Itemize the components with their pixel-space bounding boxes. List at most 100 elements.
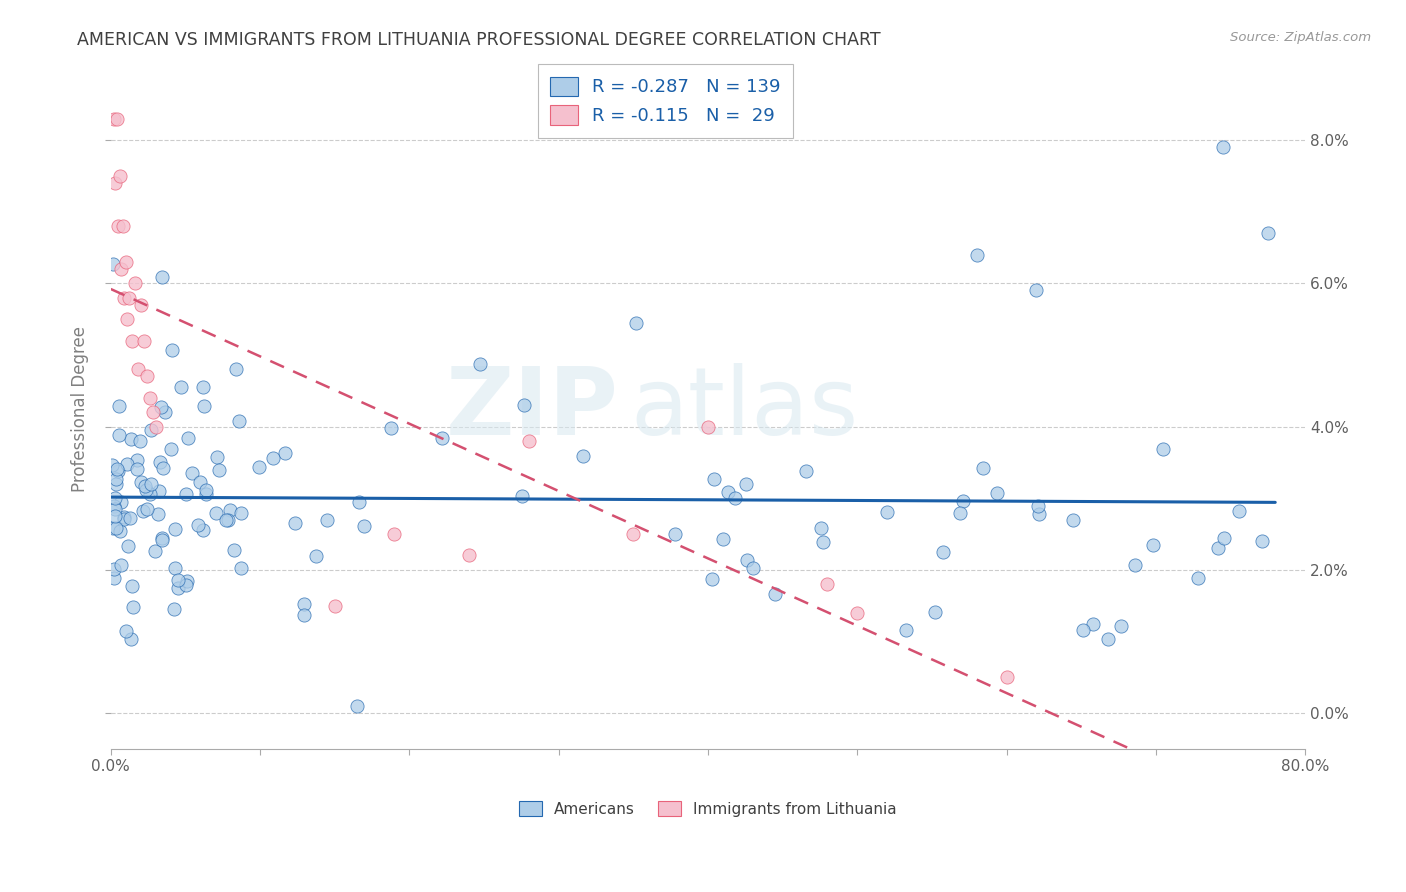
- Point: [143, 544, 166, 558]
- Point: [135, 501, 157, 516]
- Legend: Americans, Immigrants from Lithuania: Americans, Immigrants from Lithuania: [513, 795, 903, 822]
- Point: [193, 399, 215, 413]
- Point: [742, 560, 765, 574]
- Point: [1123, 558, 1146, 572]
- Point: [353, 519, 375, 533]
- Point: [380, 421, 402, 435]
- Point: [347, 495, 370, 509]
- Point: [104, 176, 127, 190]
- Point: [135, 483, 157, 498]
- Text: Source: ZipAtlas.com: Source: ZipAtlas.com: [1230, 31, 1371, 45]
- Point: [141, 424, 163, 438]
- Point: [711, 532, 734, 546]
- Point: [145, 419, 167, 434]
- Point: [103, 572, 125, 586]
- Point: [120, 432, 142, 446]
- Point: [1208, 541, 1230, 556]
- Point: [1142, 538, 1164, 552]
- Point: [972, 461, 994, 475]
- Point: [430, 431, 453, 445]
- Point: [572, 450, 595, 464]
- Point: [1026, 499, 1049, 513]
- Point: [118, 291, 141, 305]
- Point: [1187, 571, 1209, 585]
- Point: [149, 455, 172, 469]
- Point: [228, 414, 250, 428]
- Point: [1212, 140, 1234, 154]
- Point: [101, 257, 124, 271]
- Point: [323, 599, 346, 613]
- Point: [108, 399, 131, 413]
- Point: [384, 527, 406, 541]
- Point: [129, 298, 152, 312]
- Point: [215, 513, 238, 527]
- Point: [1257, 226, 1279, 240]
- Point: [510, 489, 533, 503]
- Point: [205, 506, 228, 520]
- Point: [717, 485, 740, 500]
- Point: [274, 446, 297, 460]
- Point: [104, 521, 127, 535]
- Point: [165, 522, 187, 536]
- Point: [103, 562, 125, 576]
- Point: [876, 505, 898, 519]
- Point: [1213, 531, 1236, 545]
- Point: [952, 493, 974, 508]
- Point: [108, 427, 131, 442]
- Point: [621, 527, 644, 541]
- Point: [346, 698, 368, 713]
- Point: [139, 477, 162, 491]
- Point: [103, 112, 125, 126]
- Point: [1111, 619, 1133, 633]
- Point: [986, 485, 1008, 500]
- Point: [932, 545, 955, 559]
- Point: [138, 391, 160, 405]
- Point: [177, 432, 200, 446]
- Point: [127, 362, 149, 376]
- Point: [1152, 442, 1174, 456]
- Point: [737, 552, 759, 566]
- Point: [995, 670, 1018, 684]
- Point: [966, 248, 988, 262]
- Point: [1025, 284, 1047, 298]
- Point: [624, 317, 647, 331]
- Point: [703, 472, 725, 486]
- Point: [1097, 632, 1119, 646]
- Point: [894, 623, 917, 637]
- Point: [115, 312, 138, 326]
- Point: [132, 503, 155, 517]
- Point: [1071, 624, 1094, 638]
- Point: [700, 572, 723, 586]
- Point: [219, 503, 242, 517]
- Point: [170, 380, 193, 394]
- Text: ZIP: ZIP: [446, 363, 619, 455]
- Point: [176, 574, 198, 588]
- Point: [152, 461, 174, 475]
- Point: [284, 516, 307, 531]
- Point: [163, 561, 186, 575]
- Point: [121, 579, 143, 593]
- Point: [120, 632, 142, 647]
- Point: [124, 277, 146, 291]
- Point: [1062, 513, 1084, 527]
- Point: [191, 524, 214, 538]
- Point: [134, 479, 156, 493]
- Point: [152, 533, 174, 547]
- Point: [225, 362, 247, 376]
- Point: [1028, 507, 1050, 521]
- Point: [146, 507, 169, 521]
- Point: [813, 534, 835, 549]
- Point: [127, 453, 149, 467]
- Point: [107, 219, 129, 233]
- Point: [160, 343, 183, 357]
- Point: [150, 269, 173, 284]
- Point: [101, 458, 124, 472]
- Text: atlas: atlas: [630, 363, 859, 455]
- Point: [132, 334, 155, 348]
- Text: AMERICAN VS IMMIGRANTS FROM LITHUANIA PROFESSIONAL DEGREE CORRELATION CHART: AMERICAN VS IMMIGRANTS FROM LITHUANIA PR…: [77, 31, 882, 49]
- Point: [105, 112, 128, 126]
- Point: [513, 398, 536, 412]
- Point: [104, 491, 127, 506]
- Point: [763, 587, 786, 601]
- Point: [517, 434, 540, 448]
